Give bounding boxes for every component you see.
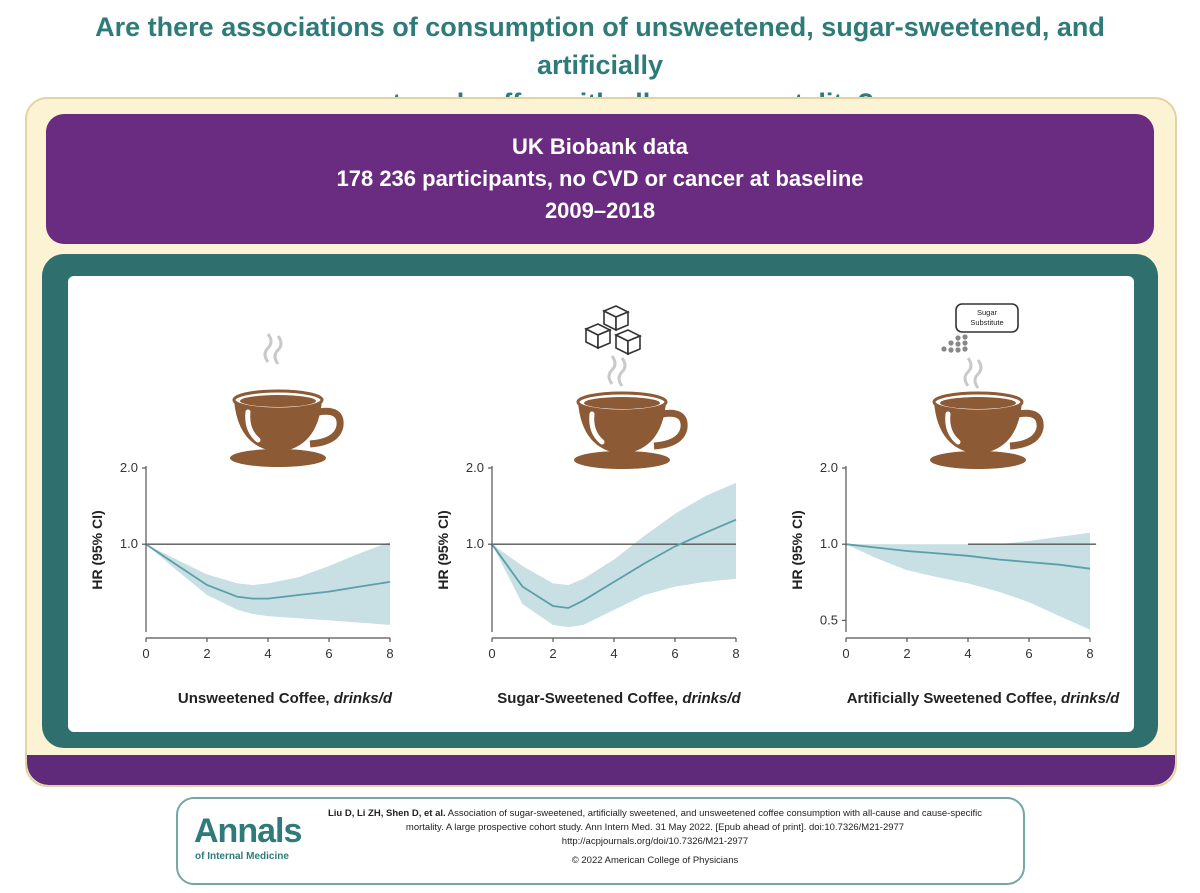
artificially-sweetened-y-tick-label: 2.0 (820, 460, 838, 475)
journal-logo: Annals (194, 812, 302, 850)
steam-icon (607, 355, 627, 387)
journal-logo-subtitle: of Internal Medicine (195, 851, 289, 862)
sugar-substitute-label-2: Substitute (970, 318, 1003, 327)
coffee-cup-icon (930, 391, 1044, 469)
study-banner: UK Biobank data 178 236 participants, no… (46, 114, 1154, 244)
citation-authors: Liu D, Li ZH, Shen D, et al. (327, 808, 446, 819)
banner-line-3: 2009–2018 (544, 198, 656, 223)
unsweetened-y-tick-label: 1.0 (120, 536, 138, 551)
artificially-sweetened-x-label: Artificially Sweetened Coffee, drinks/d (813, 690, 1153, 707)
citation-box: Annals of Internal Medicine Liu D, Li ZH… (176, 797, 1025, 885)
unsweetened-chart: 1.0 2.0 0 2 4 6 8 HR (95% CI) (89, 333, 394, 661)
unsweetened-y-tick-label: 2.0 (120, 460, 138, 475)
sugar-sweetened-x-tick-label: 2 (549, 646, 556, 661)
steam-icon (263, 333, 283, 365)
artificially-sweetened-ci-band (846, 532, 1090, 630)
title-line-1: Are there associations of consumption of… (95, 12, 1105, 80)
artificially-sweetened-x-tick-label: 6 (1025, 646, 1032, 661)
artificially-sweetened-y-tick-label: 1.0 (820, 536, 838, 551)
sugar-substitute-icon: Sugar Substitute (941, 303, 1019, 353)
coffee-cup-icon (574, 391, 688, 469)
unsweetened-x-tick-label: 2 (203, 646, 210, 661)
artificially-sweetened-x-label-text: Artificially Sweetened Coffee, (846, 690, 1057, 707)
sugar-sweetened-hr-curve (491, 518, 737, 609)
sugar-sweetened-x-tick-label: 4 (610, 646, 617, 661)
unsweetened-y-axis-label: HR (95% CI) (89, 510, 105, 589)
sugar-sweetened-x-label: Sugar-Sweetened Coffee, drinks/d (459, 690, 779, 707)
sugar-substitute-label-1: Sugar (977, 308, 998, 317)
unsweetened-plot-area: 1.0 2.0 0 2 4 6 8 HR (95% CI) (89, 460, 394, 661)
unsweetened-x-label: Unsweetened Coffee, drinks/d (125, 690, 445, 707)
coffee-cup-icon (230, 389, 344, 467)
banner-line-1: UK Biobank data (511, 134, 689, 159)
citation-text: Liu D, Li ZH, Shen D, et al. Association… (302, 807, 1008, 868)
artificially-sweetened-x-tick-label: 2 (903, 646, 910, 661)
frame-bottom-band (27, 755, 1175, 785)
artificially-sweetened-hr-curve (845, 543, 1091, 570)
sugar-sweetened-plot-area: 1.0 2.0 0 2 4 6 8 HR (95% CI) (435, 460, 740, 661)
sugar-sweetened-chart: 1.0 2.0 0 2 4 6 8 HR (95% CI) (435, 305, 740, 661)
unsweetened-x-label-unit: drinks/d (333, 690, 393, 707)
results-panel: 1.0 2.0 0 2 4 6 8 HR (95% CI) Unsweetened Coffe… (68, 276, 1134, 732)
artificially-sweetened-plot-area: 0.5 1.0 2.0 0 2 4 6 8 HR (95% CI) (789, 460, 1097, 661)
citation-copyright: © 2022 American College of Physicians (571, 855, 739, 866)
sugar-sweetened-ci-band (492, 482, 736, 628)
unsweetened-x-tick-label: 0 (142, 646, 149, 661)
citation-line-2: mortality. A large prospective cohort st… (405, 822, 905, 833)
unsweetened-x-label-text: Unsweetened Coffee, (177, 690, 330, 707)
sugar-sweetened-x-label-text: Sugar-Sweetened Coffee, (497, 690, 679, 707)
unsweetened-x-tick-label: 6 (325, 646, 332, 661)
steam-icon (963, 357, 983, 389)
artificially-sweetened-chart: Sugar Substitute 0.5 1.0 2.0 0 2 4 6 (789, 303, 1097, 661)
unsweetened-x-tick-label: 8 (386, 646, 393, 661)
citation-url[interactable]: http://acpjournals.org/doi/10.7326/M21-2… (561, 836, 749, 847)
sugar-sweetened-y-axis-label: HR (95% CI) (435, 510, 451, 589)
artificially-sweetened-x-label-unit: drinks/d (1060, 690, 1120, 707)
unsweetened-ci-band (146, 542, 390, 625)
sugar-sweetened-x-label-unit: drinks/d (682, 690, 741, 707)
unsweetened-x-tick-label: 4 (264, 646, 271, 661)
artificially-sweetened-x-tick-label: 4 (964, 646, 971, 661)
artificially-sweetened-x-tick-label: 8 (1086, 646, 1093, 661)
artificially-sweetened-y-axis-label: HR (95% CI) (789, 510, 805, 589)
unsweetened-hr-curve (145, 543, 391, 600)
artificially-sweetened-x-tick-label: 0 (842, 646, 849, 661)
citation-line-1: Association of sugar-sweetened, artifici… (447, 808, 983, 819)
sugar-sweetened-y-tick-label: 2.0 (466, 460, 484, 475)
banner-line-2: 178 236 participants, no CVD or cancer a… (336, 166, 864, 191)
artificially-sweetened-y-tick-label: 0.5 (820, 612, 838, 627)
sugar-sweetened-y-tick-label: 1.0 (466, 536, 484, 551)
sugar-sweetened-x-tick-label: 6 (671, 646, 678, 661)
sugar-sweetened-x-tick-label: 8 (732, 646, 739, 661)
sugar-cubes-icon (584, 305, 642, 356)
sugar-sweetened-x-tick-label: 0 (488, 646, 495, 661)
